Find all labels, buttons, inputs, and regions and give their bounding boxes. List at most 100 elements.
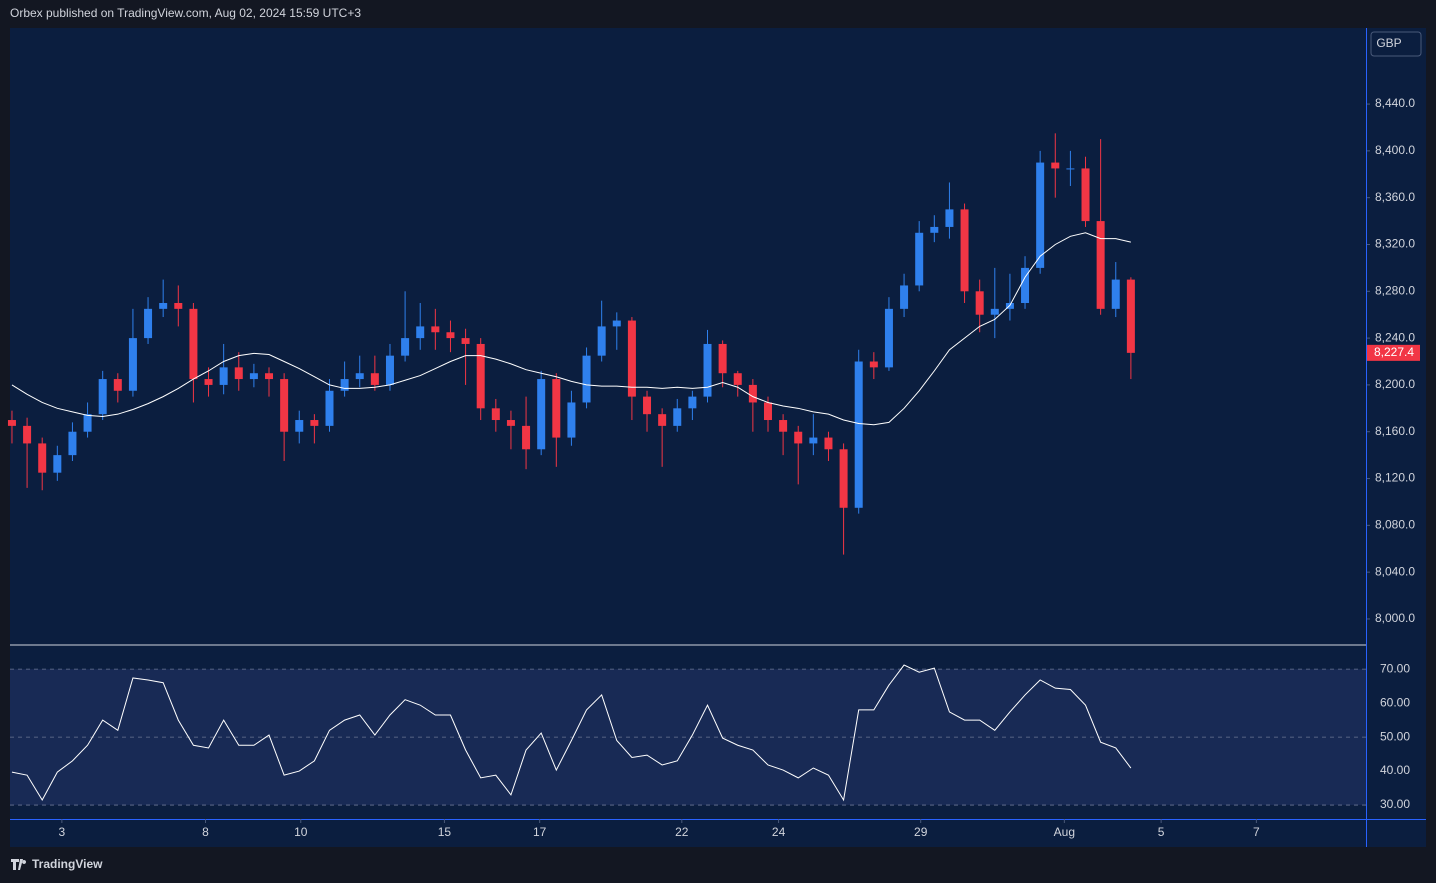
candle-body — [900, 285, 909, 309]
y-tick-label: 40.00 — [1380, 763, 1410, 777]
candle-body — [1126, 279, 1135, 353]
candle-body — [7, 420, 16, 426]
y-tick-label: 8,160.0 — [1375, 424, 1415, 438]
y-tick-label: 8,280.0 — [1375, 283, 1415, 297]
candle-body — [763, 402, 772, 421]
last-price-label: 8,227.4 — [1374, 345, 1414, 359]
candle-body — [658, 414, 667, 426]
candle-body — [733, 373, 742, 385]
y-tick-label: 8,320.0 — [1375, 237, 1415, 251]
y-tick-label: 8,360.0 — [1375, 190, 1415, 204]
currency-button[interactable] — [1370, 31, 1422, 57]
x-tick-label: 24 — [772, 825, 786, 839]
y-tick-label: 8,440.0 — [1375, 96, 1415, 110]
candle-body — [537, 379, 546, 450]
y-tick-label: 8,120.0 — [1375, 471, 1415, 485]
y-tick-label: 50.00 — [1380, 729, 1410, 743]
marks-layer — [7, 133, 1135, 802]
candle-body — [144, 308, 153, 339]
y-tick-label: 60.00 — [1380, 695, 1410, 709]
candle-body — [370, 373, 379, 385]
candle-body — [159, 303, 168, 309]
candle-body — [522, 425, 531, 450]
labels-layer: 3 8 10 15 17 22 24 29 Aug 5 7 8,000.0 8,040.0 8,080.0… — [59, 96, 1420, 839]
candle-body — [401, 338, 410, 356]
x-tick-label: 15 — [438, 825, 452, 839]
candle-body — [219, 367, 228, 385]
y-tick-label: 70.00 — [1380, 661, 1410, 675]
candle-body — [83, 414, 92, 432]
candle-body — [325, 390, 334, 426]
candle-body — [794, 431, 803, 444]
candle-body — [884, 308, 893, 368]
x-tick-label: 17 — [533, 825, 547, 839]
candle-body — [1096, 221, 1105, 309]
candle-body — [23, 425, 32, 444]
candle-body — [491, 408, 500, 421]
candle-body — [506, 420, 515, 426]
candle-body — [310, 420, 319, 426]
candle-body — [295, 420, 304, 432]
candle-body — [68, 431, 77, 456]
candle-body — [809, 437, 818, 444]
candle-body — [703, 343, 712, 397]
candle-body — [567, 402, 576, 438]
x-tick-label: 3 — [59, 825, 66, 839]
candle-body — [960, 209, 969, 292]
candle-body — [582, 355, 591, 403]
candle-body — [643, 396, 652, 415]
candle-body — [280, 379, 289, 432]
x-tick-label: 5 — [1158, 825, 1165, 839]
y-tick-label: 8,000.0 — [1375, 611, 1415, 625]
candle-body — [431, 326, 440, 333]
candle-body — [869, 361, 878, 368]
candle-body — [824, 437, 833, 450]
candle-body — [189, 308, 198, 380]
candle-body — [748, 384, 757, 403]
candle-body — [204, 379, 213, 385]
currency[interactable]: GBP — [1376, 36, 1401, 50]
candle-body — [1036, 162, 1045, 268]
candle-body — [975, 291, 984, 315]
candle-body — [1051, 162, 1060, 169]
candle-body — [446, 332, 455, 339]
y-tick-label: 8,400.0 — [1375, 143, 1415, 157]
x-tick-label: 22 — [675, 825, 689, 839]
candle-body — [265, 373, 274, 380]
candle-body — [249, 373, 258, 380]
candle-body — [1066, 168, 1075, 170]
candle-body — [930, 226, 939, 233]
candle-body — [839, 449, 848, 508]
candle-body — [476, 343, 485, 409]
candle-body — [854, 361, 863, 508]
x-tick-label: 7 — [1253, 825, 1260, 839]
x-tick-label: 29 — [914, 825, 928, 839]
last-price-box — [1367, 344, 1420, 361]
candle-body — [673, 408, 682, 426]
candle-body — [688, 396, 697, 409]
logo — [11, 859, 27, 870]
candle-body — [612, 320, 621, 327]
candle-body — [174, 303, 183, 309]
y-tick-label: 8,040.0 — [1375, 564, 1415, 578]
x-tick-label: 8 — [202, 825, 209, 839]
candle-body — [990, 308, 999, 315]
candle-body — [234, 367, 243, 380]
candle-body — [355, 373, 364, 380]
y-tick-label: 8,240.0 — [1375, 330, 1415, 344]
candle-body — [597, 326, 606, 356]
x-tick-label: 10 — [294, 825, 308, 839]
candle-body — [915, 232, 924, 286]
candle-body — [385, 355, 394, 385]
candle-body — [779, 420, 788, 432]
candle-body — [416, 326, 425, 339]
x-tick-label: Aug — [1054, 825, 1075, 839]
candle-body — [552, 379, 561, 438]
candle-body — [98, 379, 107, 415]
header: Orbex published on TradingView.com, Aug … — [10, 6, 361, 20]
candle-body — [128, 338, 137, 391]
y-tick-label: 8,080.0 — [1375, 518, 1415, 532]
candle-body — [461, 338, 470, 344]
